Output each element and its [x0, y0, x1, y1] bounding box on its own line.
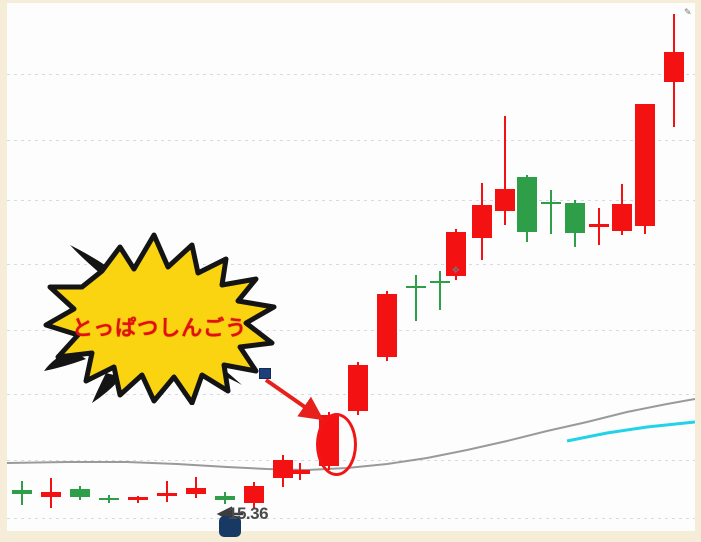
candle-wick — [550, 190, 552, 234]
candle-23 — [612, 184, 632, 235]
cursor-icon-mid: ✥ — [452, 266, 460, 276]
price-marker-badge[interactable] — [219, 516, 241, 537]
candle-24 — [635, 104, 655, 234]
candle-body — [41, 492, 61, 497]
candle-21 — [565, 200, 585, 247]
candle-10 — [290, 463, 310, 480]
candle-body — [273, 460, 293, 478]
candle-3 — [99, 495, 119, 503]
candle-body — [430, 281, 450, 283]
candle-body — [589, 224, 609, 227]
candle-body — [565, 203, 585, 233]
candle-body — [128, 497, 148, 500]
candle-14 — [406, 275, 426, 321]
breakout-candle-circle — [316, 413, 357, 476]
callout-label: とっぱつしんごう — [71, 316, 248, 340]
candle-13 — [377, 291, 397, 361]
candle-6 — [186, 477, 206, 498]
candle-20 — [541, 190, 561, 234]
candle-1 — [41, 478, 61, 508]
signal-marker-square[interactable] — [259, 368, 271, 379]
candle-16 — [446, 229, 466, 280]
candle-body — [517, 177, 537, 232]
candle-wick — [504, 116, 506, 225]
candle-body — [635, 104, 655, 226]
candle-0 — [12, 481, 32, 505]
price-label: 15.36 — [228, 504, 269, 523]
gridline-3 — [7, 264, 695, 265]
candle-body — [495, 189, 515, 211]
breakout-callout[interactable]: とっぱつしんごう — [42, 225, 277, 406]
candle-body — [541, 202, 561, 204]
cursor-icon-top: ✎ — [684, 8, 692, 18]
candle-body — [290, 470, 310, 474]
gridline-1 — [7, 140, 695, 141]
candle-19 — [517, 175, 537, 242]
candle-2 — [70, 486, 90, 500]
candle-25 — [664, 14, 684, 127]
candle-body — [348, 365, 368, 411]
gridline-7 — [7, 518, 695, 519]
candle-18 — [495, 116, 515, 225]
candle-15 — [430, 271, 450, 310]
candle-body — [446, 232, 466, 276]
gridline-4 — [7, 330, 695, 331]
candle-wick — [439, 271, 441, 310]
candle-9 — [273, 455, 293, 487]
candle-body — [472, 205, 492, 238]
candle-12 — [348, 362, 368, 415]
candle-22 — [589, 208, 609, 245]
candle-body — [612, 204, 632, 231]
candle-body — [664, 52, 684, 82]
candle-5 — [157, 481, 177, 502]
candle-body — [215, 496, 235, 500]
candle-8 — [244, 482, 264, 508]
candle-7 — [215, 492, 235, 504]
gridline-2 — [7, 200, 695, 201]
candle-wick — [195, 477, 197, 498]
candle-body — [157, 493, 177, 496]
starburst-shape — [43, 232, 277, 406]
ma-cyan — [566, 420, 695, 443]
candle-wick — [415, 275, 417, 321]
candle-body — [244, 486, 264, 503]
candle-body — [186, 488, 206, 494]
candle-body — [12, 490, 32, 494]
candle-body — [377, 294, 397, 357]
candle-body — [406, 286, 426, 288]
candle-17 — [472, 183, 492, 260]
gridline-0 — [7, 74, 695, 75]
candle-4 — [128, 496, 148, 503]
candle-wick — [166, 481, 168, 502]
candle-body — [99, 498, 119, 500]
candle-body — [70, 489, 90, 497]
